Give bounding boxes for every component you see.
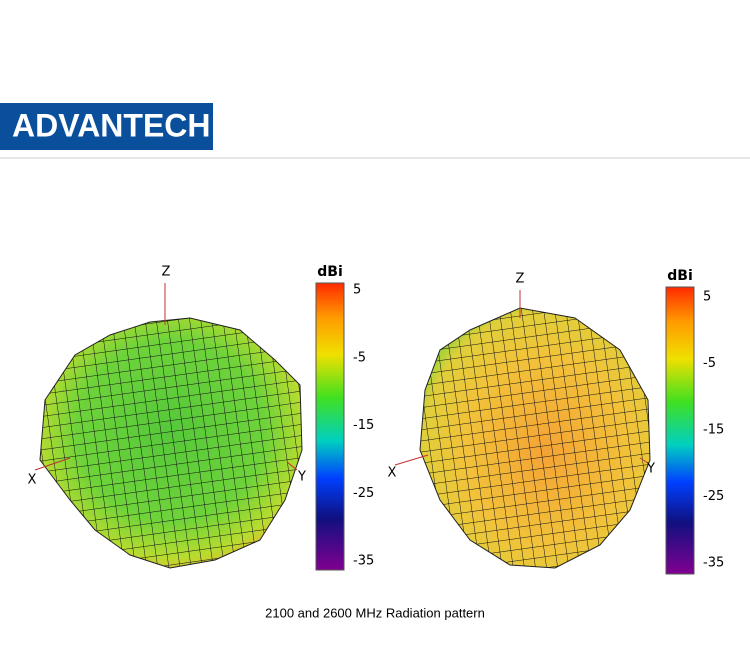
axis-label: Z — [162, 265, 171, 280]
colorbar-tick-label: -25 — [703, 489, 724, 504]
colorbar-tick-label: -25 — [353, 486, 374, 501]
colorbar — [665, 286, 695, 575]
y-axis — [639, 457, 649, 464]
axis-label: X — [388, 466, 397, 481]
axis-label: Y — [297, 470, 306, 485]
colorbar-title: dBi — [317, 264, 343, 280]
colorbar-tick-label: -5 — [353, 350, 366, 365]
y-axis — [286, 461, 298, 471]
axis-label: Y — [646, 462, 655, 477]
caption: 2100 and 2600 MHz Radiation pattern — [265, 605, 485, 620]
colorbar-tick-label: -15 — [353, 418, 374, 433]
x-axis — [394, 454, 429, 466]
colorbar-tick-label: 5 — [703, 290, 711, 305]
colorbar-tick-label: -15 — [703, 423, 724, 438]
colorbar-tick-label: -35 — [353, 554, 374, 569]
x-axis — [34, 457, 71, 471]
colorbar-title: dBi — [667, 268, 693, 284]
colorbar-tick-label: 5 — [353, 283, 361, 298]
pattern-3d — [39, 317, 303, 569]
colorbar — [315, 282, 345, 571]
colorbar-tick-label: -5 — [703, 356, 716, 371]
axis-label: X — [28, 473, 37, 488]
axis-label: Z — [516, 272, 525, 287]
colorbar-tick-label: -35 — [703, 556, 724, 571]
logo: ADVANTECH — [12, 107, 211, 143]
logo-box — [0, 103, 213, 150]
pattern-3d — [419, 307, 651, 569]
